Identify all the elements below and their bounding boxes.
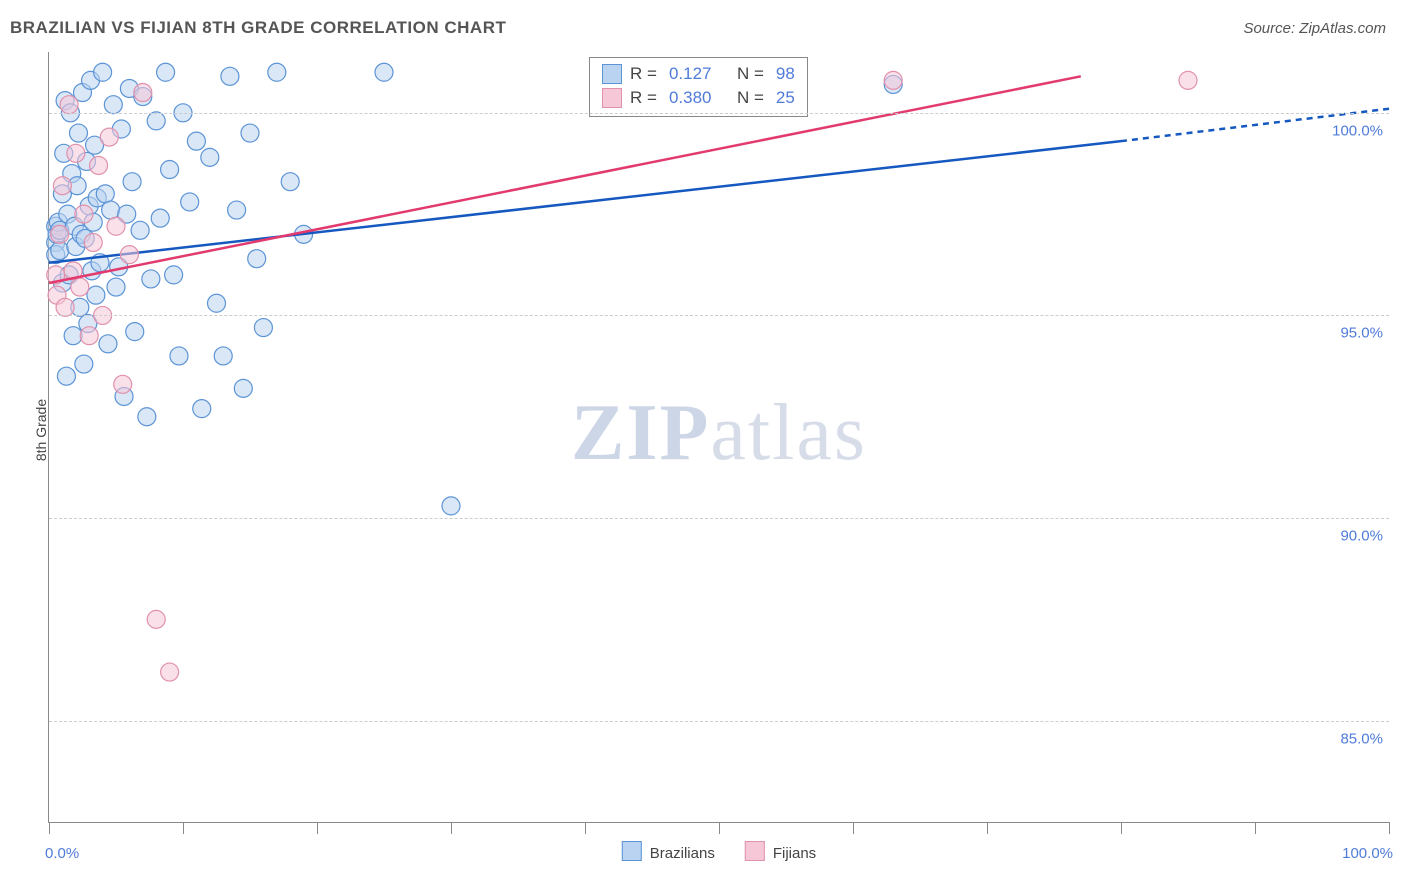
x-tick <box>585 822 586 834</box>
data-point <box>161 161 179 179</box>
data-point <box>75 355 93 373</box>
x-tick <box>317 822 318 834</box>
source-attribution: Source: ZipAtlas.com <box>1243 20 1386 37</box>
data-point <box>64 327 82 345</box>
series-legend: Brazilians Fijians <box>622 841 816 862</box>
data-point <box>99 335 117 353</box>
data-point <box>165 266 183 284</box>
data-point <box>138 408 156 426</box>
x-tick <box>183 822 184 834</box>
data-point <box>1179 71 1197 89</box>
data-point <box>208 294 226 312</box>
y-tick-label: 95.0% <box>1340 325 1383 342</box>
legend-row: R = 0.380N = 25 <box>602 86 795 110</box>
x-axis-max-label: 100.0% <box>1342 845 1393 862</box>
data-point <box>57 367 75 385</box>
data-point <box>228 201 246 219</box>
data-point <box>51 242 69 260</box>
data-point <box>107 278 125 296</box>
data-point <box>131 221 149 239</box>
data-point <box>161 663 179 681</box>
y-tick-label: 100.0% <box>1332 122 1383 139</box>
data-point <box>142 270 160 288</box>
data-point <box>67 144 85 162</box>
data-point <box>123 173 141 191</box>
data-point <box>134 84 152 102</box>
y-tick-label: 85.0% <box>1340 730 1383 747</box>
x-tick <box>987 822 988 834</box>
data-point <box>187 132 205 150</box>
data-point <box>75 205 93 223</box>
x-tick <box>1389 822 1390 834</box>
correlation-legend-box: R = 0.127N = 98R = 0.380N = 25 <box>589 57 808 117</box>
data-point <box>104 96 122 114</box>
data-point <box>107 217 125 235</box>
data-point <box>87 286 105 304</box>
data-point <box>90 156 108 174</box>
data-point <box>120 246 138 264</box>
y-tick-label: 90.0% <box>1340 528 1383 545</box>
legend-row: R = 0.127N = 98 <box>602 62 795 86</box>
data-point <box>84 233 102 251</box>
data-point <box>268 63 286 81</box>
data-point <box>60 96 78 114</box>
data-point <box>442 497 460 515</box>
data-point <box>193 400 211 418</box>
x-tick <box>49 822 50 834</box>
legend-item: Brazilians <box>622 841 715 862</box>
x-tick <box>1255 822 1256 834</box>
data-point <box>214 347 232 365</box>
data-point <box>126 323 144 341</box>
data-point <box>157 63 175 81</box>
data-point <box>94 63 112 81</box>
data-point <box>53 177 71 195</box>
data-point <box>234 379 252 397</box>
data-point <box>69 124 87 142</box>
data-point <box>248 250 266 268</box>
gridline <box>49 518 1389 519</box>
data-point <box>375 63 393 81</box>
data-point <box>221 67 239 85</box>
data-point <box>181 193 199 211</box>
x-tick <box>451 822 452 834</box>
data-point <box>114 375 132 393</box>
gridline <box>49 315 1389 316</box>
data-point <box>281 173 299 191</box>
x-tick <box>1121 822 1122 834</box>
scatter-svg <box>49 52 1389 822</box>
data-point <box>201 148 219 166</box>
x-tick <box>719 822 720 834</box>
data-point <box>71 278 89 296</box>
x-tick <box>853 822 854 834</box>
legend-item: Fijians <box>745 841 816 862</box>
data-point <box>102 201 120 219</box>
data-point <box>96 185 114 203</box>
trend-line <box>49 76 1081 283</box>
gridline <box>49 113 1389 114</box>
data-point <box>147 112 165 130</box>
data-point <box>100 128 118 146</box>
data-point <box>80 327 98 345</box>
data-point <box>170 347 188 365</box>
gridline <box>49 721 1389 722</box>
data-point <box>241 124 259 142</box>
y-axis-label: 8th Grade <box>33 399 49 461</box>
data-point <box>884 71 902 89</box>
chart-title: BRAZILIAN VS FIJIAN 8TH GRADE CORRELATIO… <box>10 18 506 38</box>
x-axis-min-label: 0.0% <box>45 845 79 862</box>
data-point <box>56 298 74 316</box>
data-point <box>51 225 69 243</box>
data-point <box>147 610 165 628</box>
chart-plot-area: ZIPatlas R = 0.127N = 98R = 0.380N = 25 … <box>48 52 1389 823</box>
data-point <box>151 209 169 227</box>
data-point <box>254 319 272 337</box>
